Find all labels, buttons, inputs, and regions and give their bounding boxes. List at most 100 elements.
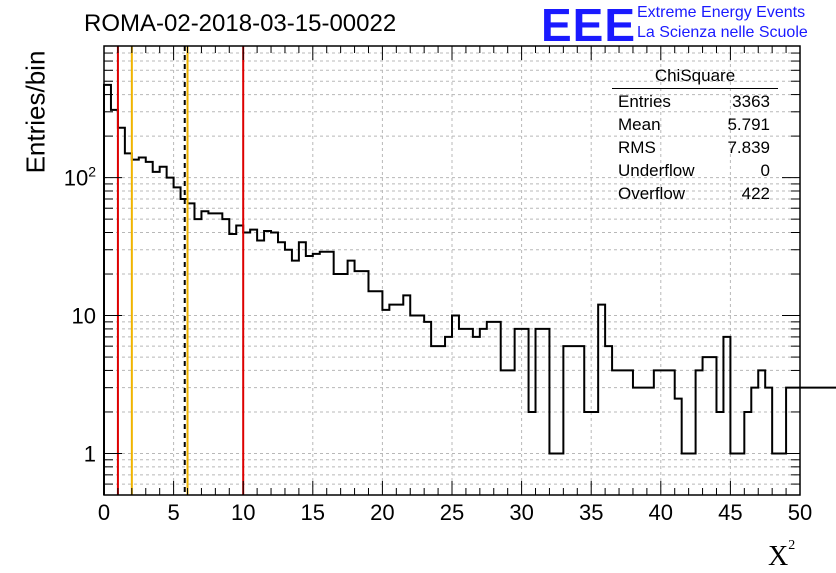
histogram-bin — [751, 388, 758, 495]
histogram-bin — [807, 388, 814, 495]
stat-value: 3363 — [732, 92, 770, 111]
histogram-bin — [160, 167, 167, 495]
x-tick-label: 10 — [231, 500, 255, 525]
histogram-bin — [654, 370, 661, 495]
histogram-bin — [257, 241, 264, 495]
eee-logo: EEE — [541, 0, 637, 51]
x-tick-label: 5 — [167, 500, 179, 525]
histogram-bin — [104, 85, 111, 495]
histogram-bin — [334, 274, 341, 495]
stats-title: ChiSquare — [612, 66, 778, 89]
histogram-bin — [201, 211, 208, 495]
histogram-bin — [723, 337, 730, 495]
axis-ticks — [103, 45, 801, 496]
histogram-bin — [828, 388, 835, 495]
x-tick-label: 40 — [649, 500, 673, 525]
histogram-bin — [327, 252, 334, 495]
histogram-bin — [626, 370, 633, 495]
histogram-bin — [431, 346, 438, 495]
stat-label: Entries — [618, 92, 671, 111]
histogram-bin — [174, 187, 181, 495]
histogram-bin — [647, 388, 654, 495]
histogram-bin — [362, 271, 369, 495]
histogram-bin — [111, 110, 118, 495]
histogram-bin — [793, 388, 800, 495]
x-tick-label: 25 — [440, 500, 464, 525]
histogram-bin — [668, 370, 675, 495]
histogram-bin — [508, 370, 515, 495]
histogram-bin — [438, 346, 445, 495]
histogram-bin — [424, 322, 431, 495]
x-tick-label: 20 — [370, 500, 394, 525]
histogram-bin — [125, 153, 132, 495]
logo-line-2: La Scienza nelle Scuole — [637, 24, 808, 41]
histogram-bin — [814, 388, 821, 495]
histogram-bin — [250, 230, 257, 495]
histogram-bin — [640, 388, 647, 495]
histogram-bin — [188, 203, 195, 495]
histogram-bin — [758, 370, 765, 495]
histogram-bin — [563, 346, 570, 495]
histogram-bin — [403, 295, 410, 495]
stat-value: 7.839 — [727, 138, 770, 157]
histogram-bin — [577, 346, 584, 495]
histogram-bin — [306, 256, 313, 495]
x-tick-label: 35 — [579, 500, 603, 525]
histogram-bin — [786, 388, 793, 495]
histogram-bin — [118, 128, 125, 495]
stat-value: 0 — [760, 161, 770, 180]
x-tick-label: 45 — [718, 500, 742, 525]
stat-row-entries: Entries 3363 — [612, 92, 778, 115]
histogram-bin — [271, 233, 278, 495]
axis-tick-labels: 0 5 10 15 20 25 30 35 40 45 50 1 10 102 — [64, 164, 813, 525]
y-axis-label: Entries/bin — [20, 50, 51, 174]
histogram-bin — [703, 357, 710, 495]
histogram-bin — [167, 178, 174, 495]
histogram-bin — [410, 316, 417, 495]
histogram-bin — [445, 337, 452, 495]
histogram-bin — [570, 346, 577, 495]
reference-lines — [116, 46, 245, 495]
stat-row-rms: RMS 7.839 — [612, 138, 778, 161]
y-tick-label: 1 — [84, 441, 96, 466]
histogram-bin — [612, 370, 619, 495]
x-tick-label: 0 — [98, 500, 110, 525]
histogram-bin — [501, 370, 508, 495]
histogram-bin — [696, 370, 703, 495]
histogram-bin — [208, 213, 215, 495]
histogram-bin — [299, 242, 306, 495]
histogram-bin — [278, 242, 285, 495]
histogram-bin — [313, 254, 320, 495]
x-tick-label: 30 — [509, 500, 533, 525]
stat-value: 422 — [741, 184, 770, 203]
histogram-bin — [800, 388, 807, 495]
stat-label: Overflow — [618, 184, 686, 203]
stat-label: Underflow — [618, 161, 695, 180]
stat-row-underflow: Underflow 0 — [612, 161, 778, 184]
histogram-bin — [487, 322, 494, 495]
x-tick-label: 15 — [301, 500, 325, 525]
histogram-bin — [633, 388, 640, 495]
histogram-bin — [452, 316, 459, 495]
histogram-bin — [153, 172, 160, 495]
histogram-bin — [236, 225, 243, 495]
histogram-bin — [765, 388, 772, 495]
histogram-bin — [341, 274, 348, 495]
histogram-bin — [229, 234, 236, 495]
histogram-bin — [215, 213, 222, 495]
x-axis-label: X2 — [768, 538, 796, 572]
histogram-outline — [103, 83, 836, 495]
stat-row-mean: Mean 5.791 — [612, 115, 778, 138]
chart-title: ROMA-02-2018-03-15-00022 — [84, 10, 397, 37]
histogram-bin — [417, 316, 424, 495]
histogram-bin — [675, 399, 682, 495]
histogram-bin — [821, 388, 828, 495]
histogram-bin — [355, 271, 362, 495]
stat-value: 5.791 — [727, 115, 770, 134]
histogram-bin — [264, 231, 271, 495]
stat-row-overflow: Overflow 422 — [612, 184, 778, 207]
histogram-bin — [605, 346, 612, 495]
y-tick-label: 102 — [64, 164, 96, 191]
histogram-bin — [494, 322, 501, 495]
